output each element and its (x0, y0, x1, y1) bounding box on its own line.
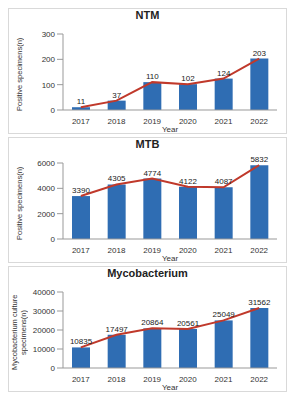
html-text:Positive specimens(n): Positive specimens(n) (14, 37, 24, 111)
html-text:Positive specimens(n): Positive specimens(n) (14, 166, 24, 240)
svg-text:10835: 10835 (70, 337, 93, 346)
svg-text:20561: 20561 (177, 319, 200, 328)
svg-text:110: 110 (146, 72, 159, 81)
svg-text:25049: 25049 (213, 310, 236, 319)
svg-text:2018: 2018 (108, 117, 126, 126)
svg-text:30000: 30000 (33, 307, 56, 316)
svg-text:Year: Year (162, 125, 179, 132)
svg-text:11: 11 (77, 97, 86, 106)
svg-text:2022: 2022 (250, 246, 268, 255)
svg-text:5832: 5832 (250, 155, 268, 164)
svg-text:2021: 2021 (215, 246, 233, 255)
svg-text:Year: Year (162, 383, 179, 390)
svg-text:4774: 4774 (143, 169, 161, 178)
svg-text:17497: 17497 (106, 325, 129, 334)
svg-text:40000: 40000 (33, 288, 56, 297)
svg-text:2020: 2020 (179, 375, 197, 384)
html-text:Mycobacterium: Mycobacterium (107, 267, 188, 279)
svg-text:10000: 10000 (33, 345, 56, 354)
svg-text:2000: 2000 (37, 210, 55, 219)
svg-text:2018: 2018 (108, 375, 126, 384)
svg-text:4000: 4000 (37, 184, 55, 193)
svg-text:2021: 2021 (215, 117, 233, 126)
html-text:NTM: NTM (135, 9, 160, 21)
svg-text:0: 0 (51, 106, 56, 115)
svg-text:2021: 2021 (215, 375, 233, 384)
svg-text:6000: 6000 (37, 159, 55, 168)
svg-text:102: 102 (181, 74, 195, 83)
svg-text:2022: 2022 (250, 375, 268, 384)
svg-text:4305: 4305 (108, 174, 126, 183)
svg-text:300: 300 (42, 30, 56, 39)
html-text:Mycobacterium culture specimen: Mycobacterium culture specimens(n) (10, 294, 28, 370)
svg-text:203: 203 (253, 49, 267, 58)
svg-text:2019: 2019 (143, 246, 161, 255)
svg-text:2018: 2018 (108, 246, 126, 255)
svg-text:124: 124 (217, 69, 231, 78)
svg-text:2017: 2017 (72, 117, 90, 126)
svg-text:Year: Year (162, 254, 179, 261)
svg-text:20000: 20000 (33, 326, 56, 335)
svg-text:4122: 4122 (179, 177, 197, 186)
svg-text:200: 200 (42, 55, 56, 64)
svg-text:0: 0 (51, 364, 56, 373)
svg-text:4087: 4087 (215, 177, 233, 186)
html-text:MTB: MTB (135, 138, 160, 150)
svg-text:100: 100 (42, 81, 56, 90)
svg-text:0: 0 (51, 235, 56, 244)
svg-text:2017: 2017 (72, 246, 90, 255)
svg-text:31562: 31562 (248, 298, 271, 307)
svg-text:2020: 2020 (179, 117, 197, 126)
svg-text:37: 37 (112, 91, 121, 100)
svg-text:2019: 2019 (143, 117, 161, 126)
svg-text:20864: 20864 (141, 318, 164, 327)
svg-text:2020: 2020 (179, 246, 197, 255)
svg-text:3390: 3390 (72, 186, 90, 195)
svg-text:2017: 2017 (72, 375, 90, 384)
svg-text:2022: 2022 (250, 117, 268, 126)
svg-text:2019: 2019 (143, 375, 161, 384)
